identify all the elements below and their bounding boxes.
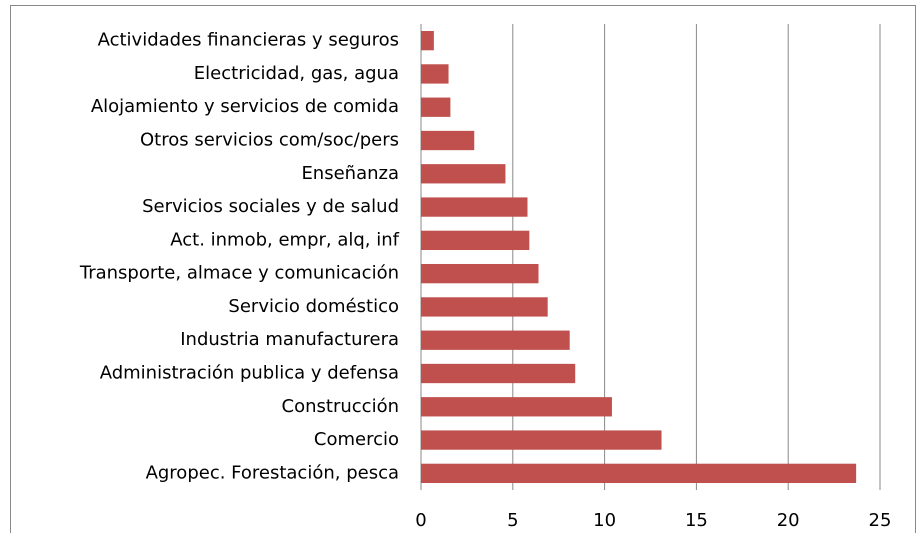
x-tick-label: 25 (869, 510, 892, 531)
y-tick-label: Agropec. Forestación, pesca (146, 462, 399, 483)
y-tick-label: Act. inmob, empr, alq, inf (170, 229, 399, 250)
y-tick-label: Actividades financieras y seguros (98, 30, 399, 51)
y-tick-label: Alojamiento y servicios de comida (91, 96, 399, 117)
bar (421, 363, 576, 384)
bar (421, 297, 548, 317)
bar (421, 164, 506, 184)
bar (421, 130, 475, 151)
x-tick-label: 15 (685, 510, 708, 531)
bar (421, 64, 449, 84)
y-tick-label: Construcción (282, 396, 399, 417)
bar (421, 97, 451, 117)
bar (421, 197, 528, 217)
x-tick-label: 10 (593, 510, 616, 531)
bar (421, 30, 434, 51)
bar (421, 263, 539, 284)
bar (421, 430, 662, 450)
bar (421, 330, 570, 350)
y-tick-label: Industria manufacturera (180, 329, 399, 350)
bar (421, 463, 857, 484)
y-tick-label: Servicio doméstico (228, 296, 399, 317)
y-tick-label: Transporte, almace y comunicación (79, 263, 399, 284)
y-tick-label: Administración publica y defensa (100, 363, 399, 384)
chart-frame (10, 5, 916, 533)
y-tick-label: Comercio (314, 429, 399, 450)
bar (421, 230, 530, 251)
x-tick-label: 0 (415, 510, 426, 531)
y-tick-label: Enseñanza (301, 163, 399, 184)
y-tick-label: Electricidad, gas, agua (194, 63, 399, 84)
x-tick-label: 5 (507, 510, 518, 531)
y-tick-label: Otros servicios com/soc/pers (140, 130, 399, 151)
x-tick-label: 20 (777, 510, 800, 531)
y-tick-label: Servicios sociales y de salud (142, 196, 399, 217)
bar (421, 397, 612, 417)
